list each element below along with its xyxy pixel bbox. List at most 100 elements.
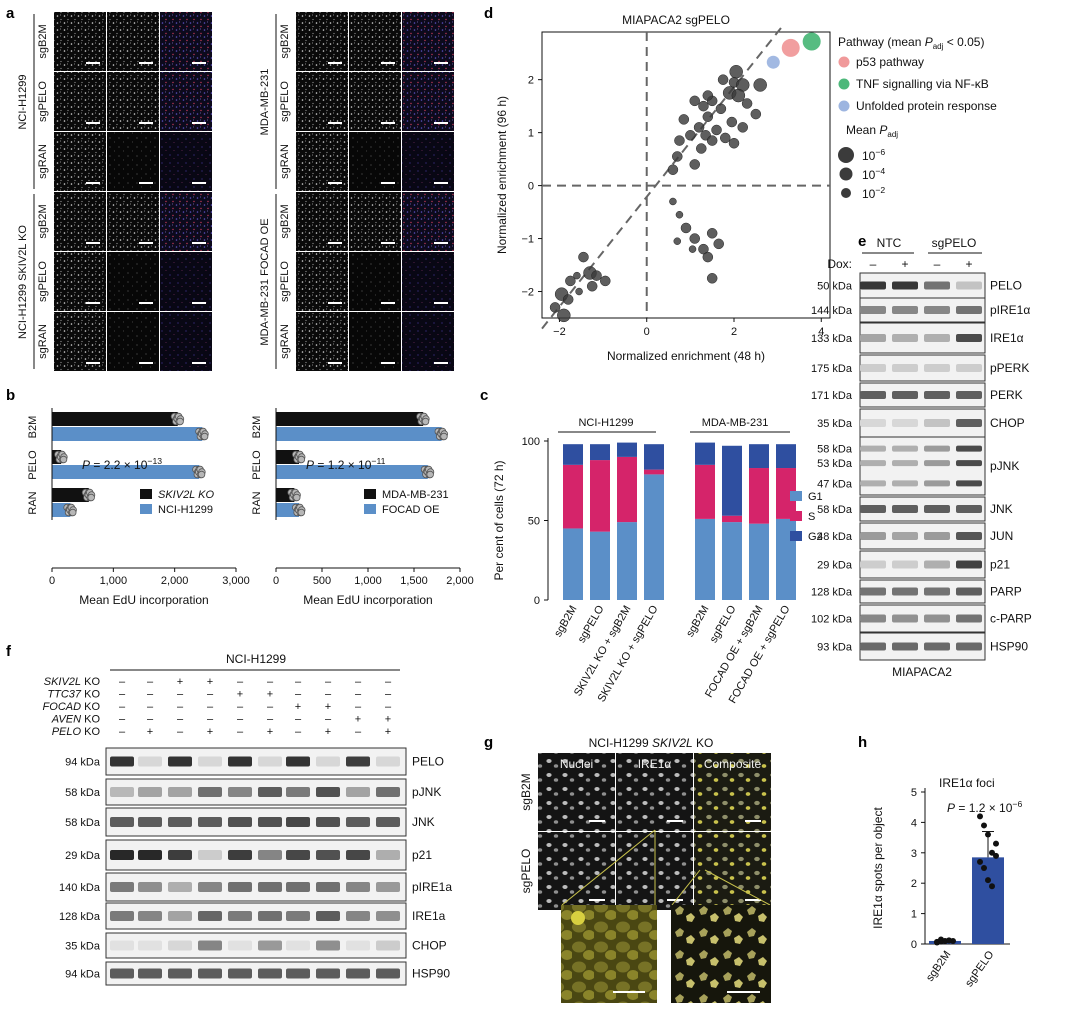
band <box>198 911 222 921</box>
condition-sign: + <box>325 701 331 713</box>
bar <box>276 412 424 426</box>
kda-label: 50 kDa <box>817 281 853 293</box>
condition-sign: + <box>147 726 153 738</box>
band <box>286 756 310 767</box>
stacked-bar-segment <box>644 474 664 600</box>
stacked-bar-segment <box>776 468 796 519</box>
band <box>346 940 370 951</box>
protein-label: p21 <box>990 558 1010 572</box>
band <box>956 445 982 452</box>
condition-sign: – <box>147 714 154 726</box>
a-left-image-tile <box>107 252 159 311</box>
p-value-exp: −6 <box>1012 799 1022 809</box>
ko-suffix: KO <box>81 689 100 701</box>
size-legend-label: 10−4 <box>862 166 885 182</box>
data-point <box>981 865 987 871</box>
a-left-image-tile <box>160 132 212 191</box>
x-tick-label: 500 <box>313 575 331 587</box>
band <box>956 306 982 314</box>
data-point <box>981 822 987 829</box>
legend-swatch <box>140 489 152 499</box>
protein-label: JNK <box>412 815 435 829</box>
condition-sign: – <box>119 726 126 738</box>
panel-a: a HoechstEdUCompositesgB2MsgPELOsgRANsgB… <box>6 5 454 371</box>
band <box>168 817 192 827</box>
data-point <box>985 877 991 884</box>
band <box>316 940 340 951</box>
kda-label: 58 kDa <box>817 504 853 516</box>
category-label: B2M <box>251 416 263 439</box>
stacked-bar-segment <box>749 523 769 600</box>
protein-label: JNK <box>990 502 1013 516</box>
title-gene: SKIV2L <box>652 736 693 750</box>
panel-d: d −2 0 2 4 −2 −1 0 1 2 Normalized enrichment (48 … <box>484 5 997 363</box>
band <box>168 787 192 797</box>
data-point <box>706 273 718 284</box>
band <box>956 364 982 372</box>
legend-label: p53 pathway <box>856 55 924 69</box>
band <box>956 587 982 596</box>
band <box>860 532 886 540</box>
band <box>286 787 310 797</box>
panel-h-letter: h <box>858 734 867 751</box>
data-point <box>667 164 679 175</box>
band <box>316 787 340 797</box>
band <box>346 756 370 767</box>
cell-line-label: MIAPACA2 <box>892 665 952 679</box>
condition-sign: – <box>355 701 362 713</box>
gene-name: PELO <box>52 726 82 738</box>
data-point <box>87 493 95 502</box>
condition-sign: – <box>177 726 184 738</box>
panel-g-title-hidden: NCI-H1299 KO <box>656 747 663 749</box>
band <box>110 968 134 979</box>
a-left-image-tile <box>54 252 106 311</box>
band <box>956 334 982 342</box>
legend-title: Pathway (mean Padj < 0.05) <box>838 35 984 51</box>
data-point <box>421 417 430 426</box>
legend-label: S <box>808 511 815 523</box>
band <box>860 480 886 487</box>
band <box>346 968 370 979</box>
panel-b-left-chart: B2M PELO RAN 0 1,000 2,000 3,000 Mean EdU incor… <box>27 408 250 607</box>
a-right-image-tile <box>296 12 348 71</box>
band <box>316 756 340 767</box>
condition-sign: – <box>207 701 214 713</box>
legend-dot <box>838 78 850 90</box>
data-point <box>557 308 571 323</box>
legend-swatch <box>790 531 802 541</box>
kda-label: 35 kDa <box>817 418 853 430</box>
y-tick-label: 1 <box>528 128 534 140</box>
a-left-line-label: NCI-H1299 <box>17 74 29 129</box>
band <box>924 281 950 290</box>
condition-sign: + <box>385 714 391 726</box>
band <box>860 306 886 314</box>
band <box>892 587 918 596</box>
bar <box>52 465 200 479</box>
data-point <box>688 245 697 253</box>
band <box>258 911 282 921</box>
size-legend-p: P <box>876 123 887 137</box>
zoom-inset <box>671 905 771 1003</box>
a-right-row-label: sgB2M <box>279 24 291 58</box>
band <box>860 334 886 342</box>
stacked-bar-segment <box>563 528 583 600</box>
y-tick-label: 100 <box>522 436 540 448</box>
band <box>168 882 192 892</box>
band <box>138 850 162 860</box>
kda-label: 94 kDa <box>65 969 101 981</box>
stacked-bar-segment <box>563 464 583 529</box>
a-right-image-tile <box>349 12 401 71</box>
data-point <box>989 883 995 890</box>
protein-label: IRE1α <box>990 331 1024 345</box>
data-point <box>720 132 731 144</box>
category-label: PELO <box>27 450 39 480</box>
data-point <box>562 294 574 305</box>
size-legend-dot <box>839 167 853 181</box>
band <box>198 968 222 979</box>
condition-sign: – <box>177 714 184 726</box>
protein-label: HSP90 <box>412 967 450 981</box>
kda-label: 144 kDa <box>811 305 853 317</box>
a-left-row-label: sgB2M <box>37 204 49 238</box>
a-right-image-tile <box>349 132 401 191</box>
stacked-bar-segment <box>590 531 610 600</box>
